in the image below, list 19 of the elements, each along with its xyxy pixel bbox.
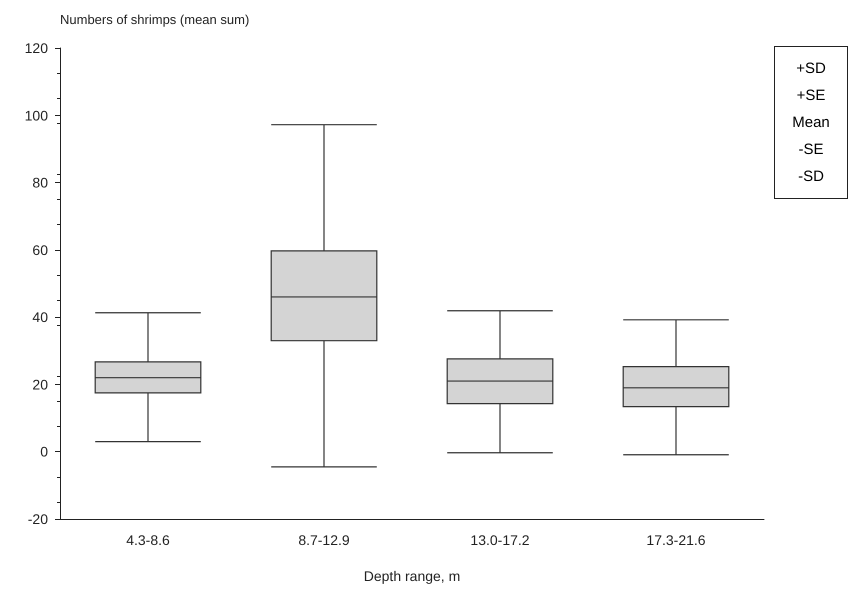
y-tick-label: -20: [28, 511, 48, 527]
y-tick-label: 120: [24, 40, 48, 56]
y-tick-label: 100: [24, 107, 48, 124]
x-tick-label: 17.3-21.6: [646, 532, 706, 548]
text: Mean: [791, 113, 831, 133]
y-tick-label: 60: [32, 242, 48, 258]
x-tick-label: 4.3-8.6: [126, 532, 170, 548]
y-tick-label: 80: [32, 174, 48, 191]
y-tick-label: 20: [32, 376, 48, 392]
text: +SD: [795, 59, 827, 79]
text: -SD: [797, 167, 825, 187]
text: -SE: [797, 140, 824, 160]
y-tick-label: 40: [32, 309, 48, 326]
y-tick-label: 0: [40, 444, 48, 460]
y-axis-title: Numbers of shrimps (mean sum): [60, 12, 250, 27]
x-tick-label: 8.7-12.9: [298, 532, 350, 548]
text: +SE: [796, 86, 826, 106]
x-axis-title: Depth range, m: [364, 568, 460, 584]
x-tick-label: 13.0-17.2: [470, 532, 530, 548]
